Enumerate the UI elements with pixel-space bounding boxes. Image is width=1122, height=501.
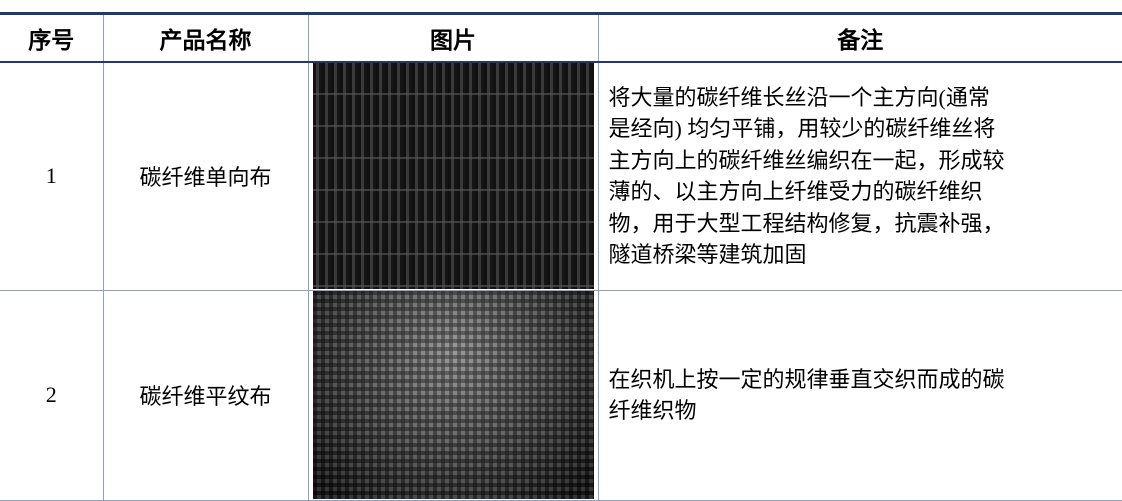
header-cell: 备注: [597, 13, 1122, 63]
no-cell: 1: [0, 62, 103, 291]
image-cell: [307, 290, 598, 501]
note-cell: 在织机上按一定的规律垂直交织而成的碳纤维织物: [597, 290, 1122, 501]
header-cell: 序号: [0, 13, 103, 63]
header-row: 序号 产品名称 图片 备注: [0, 13, 1122, 63]
row: 1 碳纤维单向布 将大量的碳纤维长丝沿一个主方向(通常是经向) 均匀平铺，用较少…: [0, 62, 1122, 291]
no-cell: 2: [0, 290, 103, 501]
header-cell: 产品名称: [102, 13, 308, 63]
product-table: 序号 产品名称 图片 备注 1 碳纤维单向布 将大量的碳纤维长丝沿一个主方向(通…: [0, 12, 1122, 501]
row: 2 碳纤维平纹布 在织机上按一定的规律垂直交织而成的碳纤维织物: [0, 290, 1122, 501]
note-text: 将大量的碳纤维长丝沿一个主方向(通常是经向) 均匀平铺，用较少的碳纤维丝将主方向…: [608, 84, 1005, 268]
name-cell: 碳纤维平纹布: [102, 290, 308, 501]
image-cell: [307, 62, 598, 291]
fabric-image: [312, 291, 594, 499]
fabric-image: [312, 63, 594, 290]
note-text: 在织机上按一定的规律垂直交织而成的碳纤维织物: [608, 366, 1005, 424]
header-cell: 图片: [307, 13, 598, 63]
note-cell: 将大量的碳纤维长丝沿一个主方向(通常是经向) 均匀平铺，用较少的碳纤维丝将主方向…: [597, 62, 1122, 291]
name-cell: 碳纤维单向布: [102, 62, 308, 291]
